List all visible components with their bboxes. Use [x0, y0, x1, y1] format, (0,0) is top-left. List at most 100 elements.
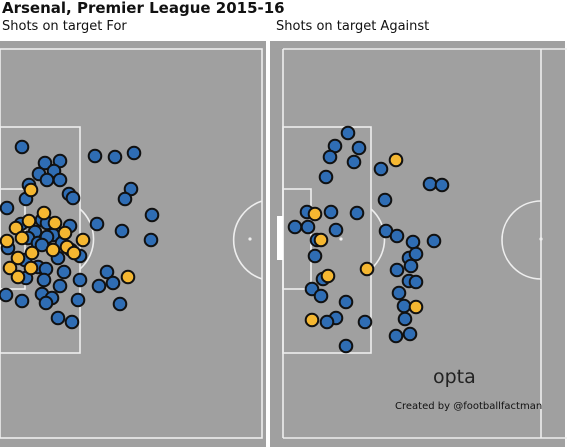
shot-against-blue-marker [338, 294, 354, 310]
shot-for-blue-marker [112, 296, 128, 312]
shot-for-blue-marker [105, 275, 121, 291]
shot-for-blue-marker [65, 190, 81, 206]
shot-for-yellow-marker [14, 230, 30, 246]
pitch-against-outside [565, 41, 576, 447]
shot-for-blue-marker [114, 223, 130, 239]
shot-for-blue-marker [0, 200, 15, 216]
pitch-for-penalty-arc [79, 208, 95, 270]
shot-against-blue-marker [377, 192, 393, 208]
shot-against-yellow-marker [304, 312, 320, 328]
shot-for-yellow-marker [36, 205, 52, 221]
shot-against-blue-marker [351, 140, 367, 156]
shot-against-yellow-marker [388, 152, 404, 168]
shot-against-blue-marker [346, 154, 362, 170]
shot-against-blue-marker [338, 338, 354, 354]
shot-for-yellow-marker [10, 269, 26, 285]
pitch-against-penalty-arc [370, 208, 386, 270]
shot-against-blue-marker [328, 222, 344, 238]
shot-for-yellow-marker [10, 250, 26, 266]
shot-against-blue-marker [396, 298, 412, 314]
shot-against-blue-marker [340, 125, 356, 141]
shot-for-blue-marker [36, 272, 52, 288]
shot-for-blue-marker [70, 292, 86, 308]
pitch-against-goal [277, 216, 283, 260]
shot-against-blue-marker [307, 248, 323, 264]
shot-for-blue-marker [89, 216, 105, 232]
shots-for-markers [0, 139, 160, 330]
shot-against-blue-marker [405, 234, 421, 250]
shot-for-yellow-marker [24, 245, 40, 261]
shot-against-blue-marker [357, 314, 373, 330]
shot-for-yellow-marker [21, 213, 37, 229]
shot-for-blue-marker [39, 172, 55, 188]
shot-for-blue-marker [0, 287, 14, 303]
shot-for-blue-marker [52, 172, 68, 188]
shot-for-blue-marker [14, 139, 30, 155]
shot-against-blue-marker [300, 219, 316, 235]
shot-for-blue-marker [56, 264, 72, 280]
shot-against-blue-marker [408, 246, 424, 262]
pitch-against-center-circle [501, 200, 542, 280]
shot-against-blue-marker [397, 311, 413, 327]
panel-for-subtitle: Shots on target For [2, 19, 127, 34]
shot-for-blue-marker [126, 145, 142, 161]
shot-against-yellow-marker [313, 232, 329, 248]
shot-against-blue-marker [322, 149, 338, 165]
shot-against-blue-marker [313, 288, 329, 304]
shot-for-blue-marker [50, 310, 66, 326]
shot-for-blue-marker [117, 191, 133, 207]
shot-for-yellow-marker [45, 242, 61, 258]
shot-against-blue-marker [373, 161, 389, 177]
shot-for-yellow-marker [47, 215, 63, 231]
shot-for-blue-marker [99, 264, 115, 280]
shot-for-blue-marker [38, 295, 54, 311]
shot-against-blue-marker [388, 328, 404, 344]
credit-text: Created by @footballfactman [395, 401, 542, 412]
shot-for-blue-marker [91, 278, 107, 294]
shot-against-blue-marker [323, 204, 339, 220]
shot-for-blue-marker [52, 278, 68, 294]
shot-against-blue-marker [434, 177, 450, 193]
shot-for-yellow-marker [120, 269, 136, 285]
shot-for-blue-marker [107, 149, 123, 165]
shot-for-blue-marker [144, 207, 160, 223]
chart-title: Arsenal, Premier League 2015-16 [2, 0, 285, 17]
shot-for-yellow-marker [23, 182, 39, 198]
pitch-against-center-spot [539, 237, 543, 241]
opta-logo: opta [433, 366, 476, 388]
shot-against-blue-marker [318, 169, 334, 185]
shot-against-blue-marker [408, 274, 424, 290]
shot-against-blue-marker [391, 285, 407, 301]
pitch-for-center-spot [248, 237, 252, 241]
shot-against-blue-marker [422, 176, 438, 192]
shot-against-yellow-marker [408, 299, 424, 315]
shot-for-yellow-marker [57, 225, 73, 241]
shot-for-yellow-marker [23, 260, 39, 276]
shot-for-yellow-marker [75, 232, 91, 248]
shot-for-blue-marker [64, 314, 80, 330]
shot-for-blue-marker [14, 293, 30, 309]
shot-for-blue-marker [37, 155, 53, 171]
shot-against-blue-marker [287, 219, 303, 235]
shot-against-yellow-marker [320, 268, 336, 284]
shot-against-blue-marker [349, 205, 365, 221]
shot-against-blue-marker [389, 262, 405, 278]
shot-against-blue-marker [389, 228, 405, 244]
shot-against-blue-marker [319, 314, 335, 330]
shots-against-markers [287, 125, 450, 354]
shot-for-yellow-marker [2, 260, 18, 276]
shot-against-yellow-marker [359, 261, 375, 277]
shot-for-yellow-marker [0, 233, 15, 249]
pitch-for-boundary [0, 48, 263, 439]
shot-for-blue-marker [87, 148, 103, 164]
pitch-against-penalty-spot [339, 237, 343, 241]
pitch-for [0, 41, 266, 447]
shot-against-blue-marker [426, 233, 442, 249]
shot-for-blue-marker [143, 232, 159, 248]
panel-against-subtitle: Shots on target Against [276, 19, 430, 34]
pitch-against: opta Created by @footballfactman [270, 41, 576, 447]
shot-for-blue-marker [72, 272, 88, 288]
shot-for-yellow-marker [66, 245, 82, 261]
shot-against-blue-marker [403, 258, 419, 274]
